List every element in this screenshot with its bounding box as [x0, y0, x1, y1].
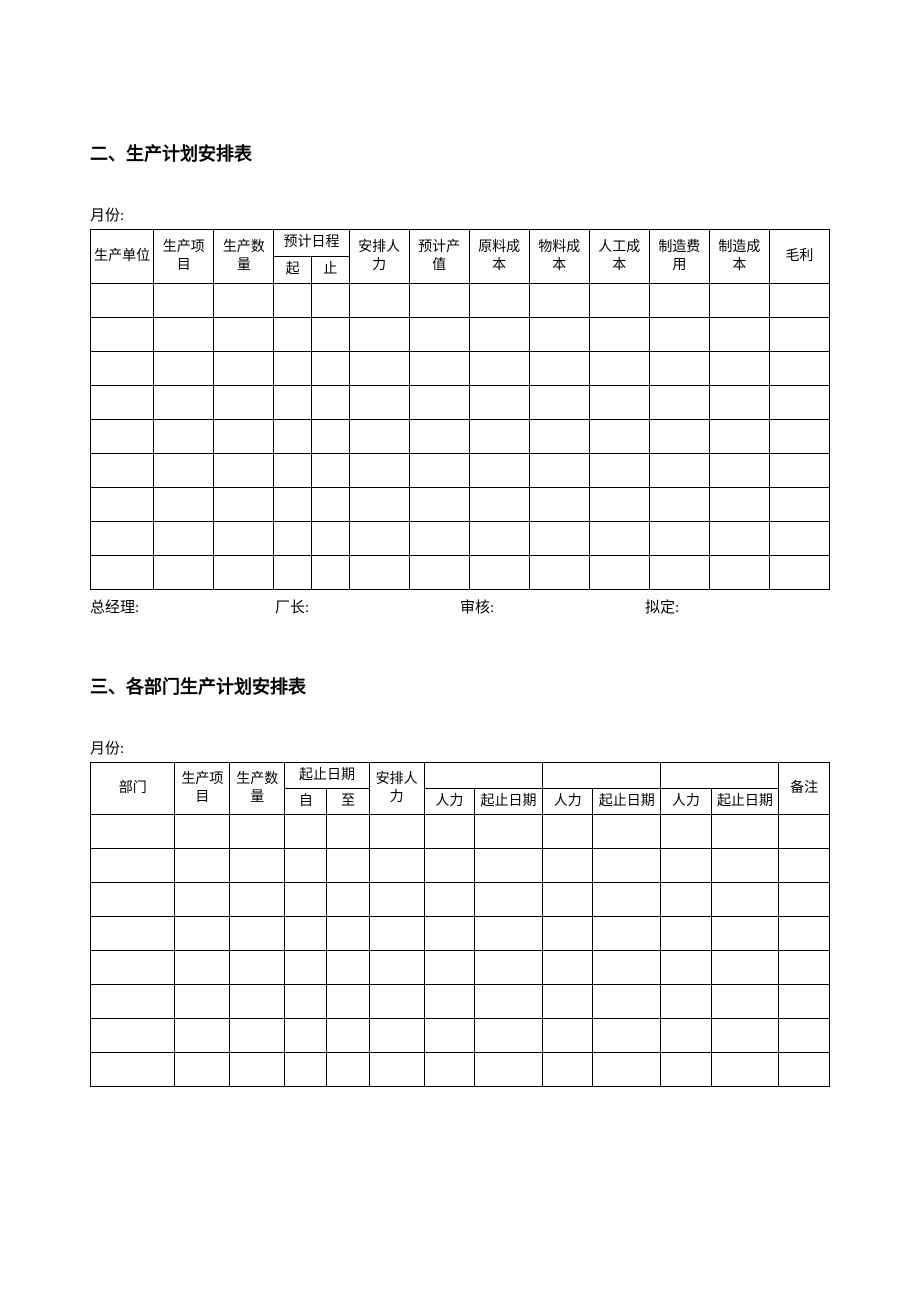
- col-mp-2: 人力: [542, 789, 593, 815]
- table-row: [91, 488, 830, 522]
- table-row: [91, 386, 830, 420]
- col-from: 自: [285, 789, 327, 815]
- col-dept-quantity: 生产数量: [230, 763, 285, 815]
- table-row: [91, 815, 830, 849]
- col-mp-3: 人力: [661, 789, 712, 815]
- col-unit: 生产单位: [91, 230, 154, 284]
- table-row: [91, 454, 830, 488]
- col-manpower: 安排人力: [349, 230, 409, 284]
- table-row: [91, 951, 830, 985]
- col-dept-manpower: 安排人力: [369, 763, 424, 815]
- col-mp-1: 人力: [424, 789, 475, 815]
- col-dept-group3: [661, 763, 779, 789]
- table-row: [91, 917, 830, 951]
- table-row: [91, 522, 830, 556]
- col-quantity: 生产数量: [214, 230, 274, 284]
- table-row: [91, 318, 830, 352]
- col-gross: 毛利: [769, 230, 829, 284]
- table-row: [91, 1019, 830, 1053]
- col-mfg-fee: 制造费用: [649, 230, 709, 284]
- section-1-month-label: 月份:: [90, 204, 830, 225]
- dept-plan-table: 部门 生产项目 生产数量 起止日期 安排人力 备注 自 至 人力 起止日期 人力…: [90, 762, 830, 1087]
- col-to: 至: [327, 789, 369, 815]
- section-1: 二、生产计划安排表 月份: 生产单位 生产项目 生产数量 预计日程 安排人力 预…: [90, 140, 830, 617]
- table-row: [91, 352, 830, 386]
- signature-gm: 总经理:: [90, 596, 275, 617]
- col-output: 预计产值: [409, 230, 469, 284]
- col-dr-3: 起止日期: [711, 789, 779, 815]
- production-plan-table: 生产单位 生产项目 生产数量 预计日程 安排人力 预计产值 原料成本 物料成本 …: [90, 229, 830, 590]
- section-2-title: 三、各部门生产计划安排表: [90, 673, 830, 699]
- section-1-title: 二、生产计划安排表: [90, 140, 830, 166]
- col-dept-group2: [542, 763, 660, 789]
- table-row: [91, 1053, 830, 1087]
- table-row: [91, 849, 830, 883]
- table-row: [91, 284, 830, 318]
- section-2: 三、各部门生产计划安排表 月份: 部门 生产项目 生产数量 起止日期 安排人力 …: [90, 673, 830, 1087]
- table-header-row-1: 生产单位 生产项目 生产数量 预计日程 安排人力 预计产值 原料成本 物料成本 …: [91, 230, 830, 257]
- signature-draft: 拟定:: [645, 596, 830, 617]
- col-dept-remark: 备注: [779, 763, 830, 815]
- col-supply-cost: 物料成本: [529, 230, 589, 284]
- col-schedule: 预计日程: [274, 230, 349, 257]
- col-dept-daterange: 起止日期: [285, 763, 369, 789]
- col-dept-group1: [424, 763, 542, 789]
- table-row: [91, 985, 830, 1019]
- col-project: 生产项目: [154, 230, 214, 284]
- table-row: [91, 420, 830, 454]
- col-mfg-cost: 制造成本: [709, 230, 769, 284]
- col-dr-2: 起止日期: [593, 789, 661, 815]
- col-dr-1: 起止日期: [475, 789, 543, 815]
- col-material-cost: 原料成本: [469, 230, 529, 284]
- col-schedule-end: 止: [311, 257, 349, 284]
- section-2-month-label: 月份:: [90, 737, 830, 758]
- col-schedule-start: 起: [274, 257, 312, 284]
- col-labor-cost: 人工成本: [589, 230, 649, 284]
- table-row: [91, 556, 830, 590]
- table-row: [91, 883, 830, 917]
- dept-table-header-row-1: 部门 生产项目 生产数量 起止日期 安排人力 备注: [91, 763, 830, 789]
- signature-row: 总经理: 厂长: 审核: 拟定:: [90, 596, 830, 617]
- col-dept: 部门: [91, 763, 175, 815]
- signature-review: 审核:: [460, 596, 645, 617]
- col-dept-project: 生产项目: [175, 763, 230, 815]
- signature-director: 厂长:: [275, 596, 460, 617]
